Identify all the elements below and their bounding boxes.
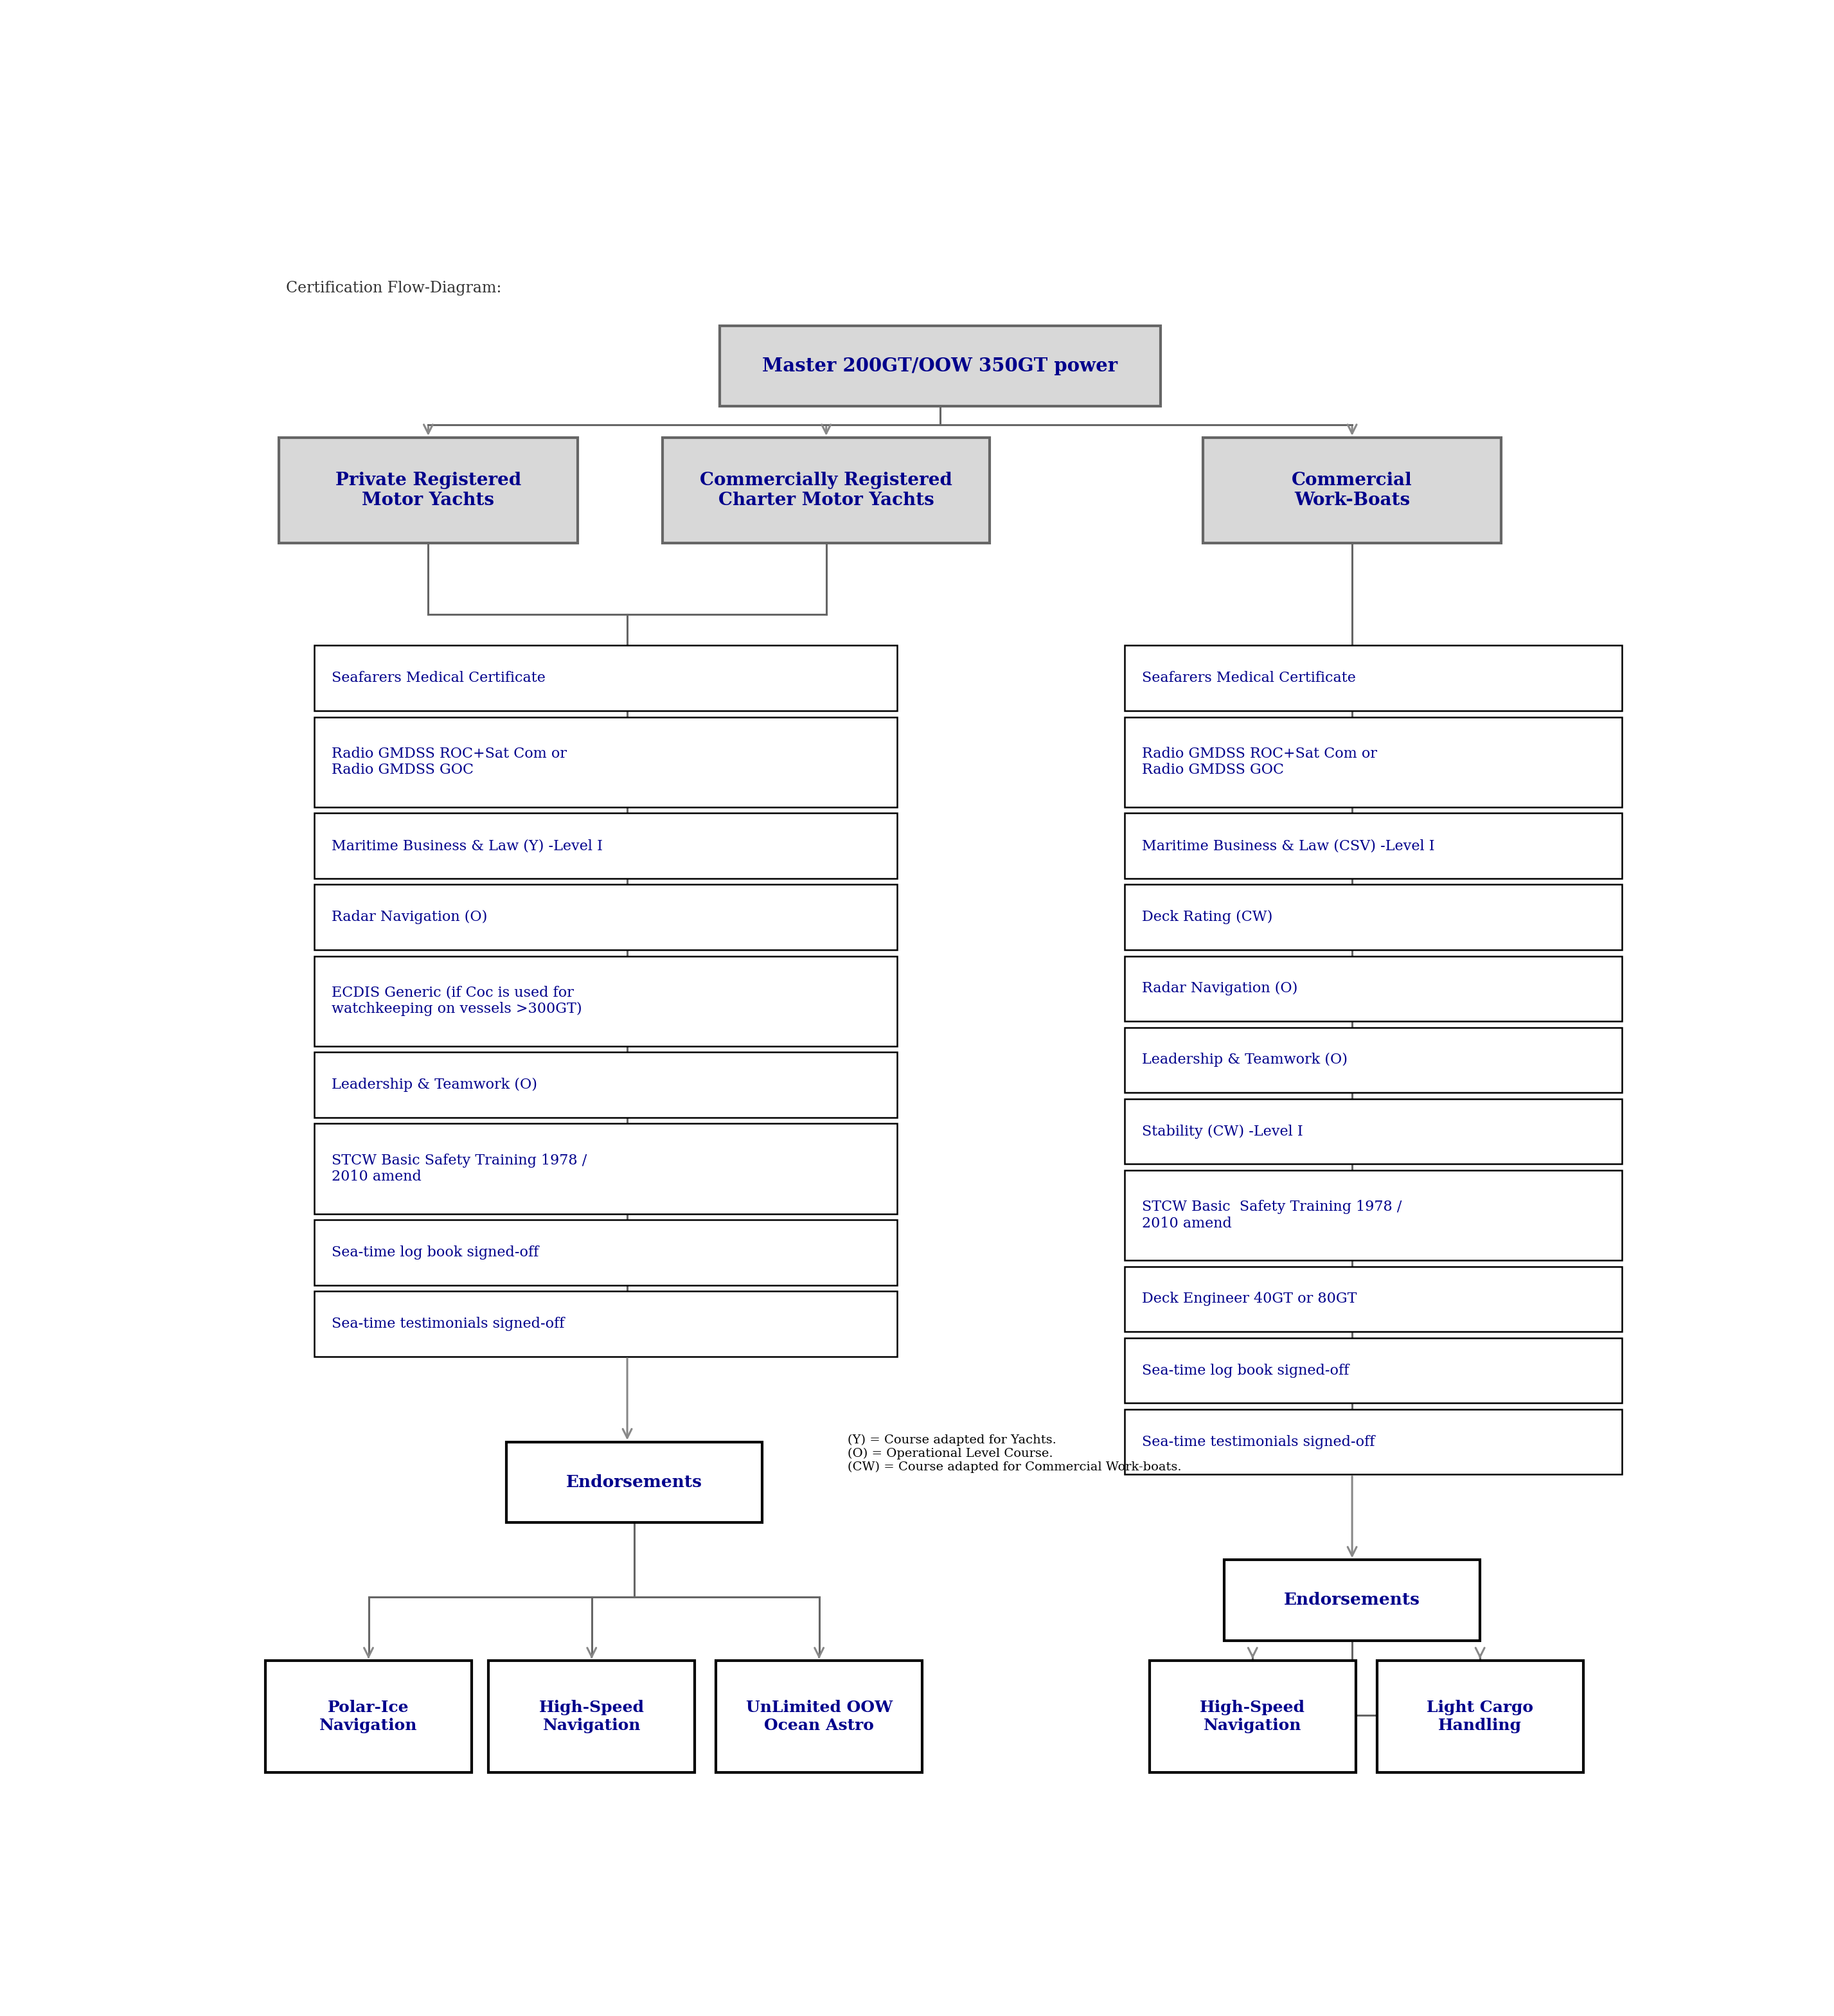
FancyBboxPatch shape	[1124, 956, 1621, 1022]
Text: Deck Engineer 40GT or 80GT: Deck Engineer 40GT or 80GT	[1143, 1292, 1357, 1306]
FancyBboxPatch shape	[1124, 885, 1621, 950]
Text: High-Speed
Navigation: High-Speed Navigation	[539, 1699, 644, 1734]
Text: Seafarers Medical Certificate: Seafarers Medical Certificate	[1143, 671, 1355, 685]
FancyBboxPatch shape	[315, 718, 897, 806]
Text: Sea-time testimonials signed-off: Sea-time testimonials signed-off	[1143, 1435, 1376, 1450]
Text: Radar Navigation (O): Radar Navigation (O)	[332, 909, 488, 923]
FancyBboxPatch shape	[315, 1292, 897, 1357]
Text: Master 200GT/OOW 350GT power: Master 200GT/OOW 350GT power	[763, 357, 1117, 375]
Text: Certification Flow-Diagram:: Certification Flow-Diagram:	[286, 280, 503, 296]
FancyBboxPatch shape	[1203, 437, 1502, 542]
Text: Deck Rating (CW): Deck Rating (CW)	[1143, 909, 1273, 923]
Text: Light Cargo
Handling: Light Cargo Handling	[1427, 1699, 1533, 1734]
Text: Polar-Ice
Navigation: Polar-Ice Navigation	[319, 1699, 418, 1734]
FancyBboxPatch shape	[1124, 1339, 1621, 1403]
FancyBboxPatch shape	[315, 645, 897, 712]
FancyBboxPatch shape	[1124, 1028, 1621, 1093]
Text: Sea-time log book signed-off: Sea-time log book signed-off	[332, 1246, 539, 1260]
FancyBboxPatch shape	[279, 437, 578, 542]
FancyBboxPatch shape	[315, 1123, 897, 1214]
Text: Leadership & Teamwork (O): Leadership & Teamwork (O)	[332, 1079, 537, 1093]
FancyBboxPatch shape	[1124, 645, 1621, 712]
FancyBboxPatch shape	[1124, 1099, 1621, 1163]
FancyBboxPatch shape	[719, 327, 1161, 407]
Text: Maritime Business & Law (CSV) -Level I: Maritime Business & Law (CSV) -Level I	[1143, 839, 1434, 853]
FancyBboxPatch shape	[1377, 1661, 1583, 1772]
Text: Maritime Business & Law (Y) -Level I: Maritime Business & Law (Y) -Level I	[332, 839, 603, 853]
Text: Commercially Registered
Charter Motor Yachts: Commercially Registered Charter Motor Ya…	[701, 472, 952, 508]
FancyBboxPatch shape	[715, 1661, 923, 1772]
Text: (Y) = Course adapted for Yachts.
(O) = Operational Level Course.
(CW) = Course a: (Y) = Course adapted for Yachts. (O) = O…	[847, 1433, 1181, 1474]
FancyBboxPatch shape	[506, 1441, 763, 1522]
Text: Sea-time testimonials signed-off: Sea-time testimonials signed-off	[332, 1316, 565, 1331]
Text: Seafarers Medical Certificate: Seafarers Medical Certificate	[332, 671, 545, 685]
Text: Commercial
Work-Boats: Commercial Work-Boats	[1291, 472, 1412, 508]
FancyBboxPatch shape	[1124, 1169, 1621, 1260]
Text: Endorsements: Endorsements	[567, 1474, 702, 1490]
FancyBboxPatch shape	[315, 1220, 897, 1284]
FancyBboxPatch shape	[1124, 812, 1621, 879]
FancyBboxPatch shape	[315, 956, 897, 1046]
FancyBboxPatch shape	[1150, 1661, 1355, 1772]
Text: Radio GMDSS ROC+Sat Com or
Radio GMDSS GOC: Radio GMDSS ROC+Sat Com or Radio GMDSS G…	[1143, 746, 1377, 778]
Text: Leadership & Teamwork (O): Leadership & Teamwork (O)	[1143, 1052, 1348, 1066]
FancyBboxPatch shape	[488, 1661, 695, 1772]
Text: UnLimited OOW
Ocean Astro: UnLimited OOW Ocean Astro	[746, 1699, 893, 1734]
Text: Radio GMDSS ROC+Sat Com or
Radio GMDSS GOC: Radio GMDSS ROC+Sat Com or Radio GMDSS G…	[332, 746, 567, 778]
Text: STCW Basic Safety Training 1978 /
2010 amend: STCW Basic Safety Training 1978 / 2010 a…	[332, 1153, 587, 1183]
FancyBboxPatch shape	[1124, 1409, 1621, 1474]
Text: Endorsements: Endorsements	[1284, 1593, 1420, 1609]
FancyBboxPatch shape	[662, 437, 990, 542]
FancyBboxPatch shape	[1124, 718, 1621, 806]
FancyBboxPatch shape	[266, 1661, 471, 1772]
FancyBboxPatch shape	[315, 885, 897, 950]
Text: Stability (CW) -Level I: Stability (CW) -Level I	[1143, 1125, 1302, 1139]
FancyBboxPatch shape	[315, 1052, 897, 1117]
Text: Private Registered
Motor Yachts: Private Registered Motor Yachts	[336, 472, 521, 508]
Text: STCW Basic  Safety Training 1978 /
2010 amend: STCW Basic Safety Training 1978 / 2010 a…	[1143, 1200, 1401, 1230]
FancyBboxPatch shape	[1124, 1266, 1621, 1333]
FancyBboxPatch shape	[315, 812, 897, 879]
Text: Radar Navigation (O): Radar Navigation (O)	[1143, 982, 1297, 996]
Text: Sea-time log book signed-off: Sea-time log book signed-off	[1143, 1363, 1348, 1377]
Text: ECDIS Generic (if Coc is used for
watchkeeping on vessels >300GT): ECDIS Generic (if Coc is used for watchk…	[332, 986, 581, 1016]
Text: High-Speed
Navigation: High-Speed Navigation	[1199, 1699, 1306, 1734]
FancyBboxPatch shape	[1225, 1560, 1480, 1641]
